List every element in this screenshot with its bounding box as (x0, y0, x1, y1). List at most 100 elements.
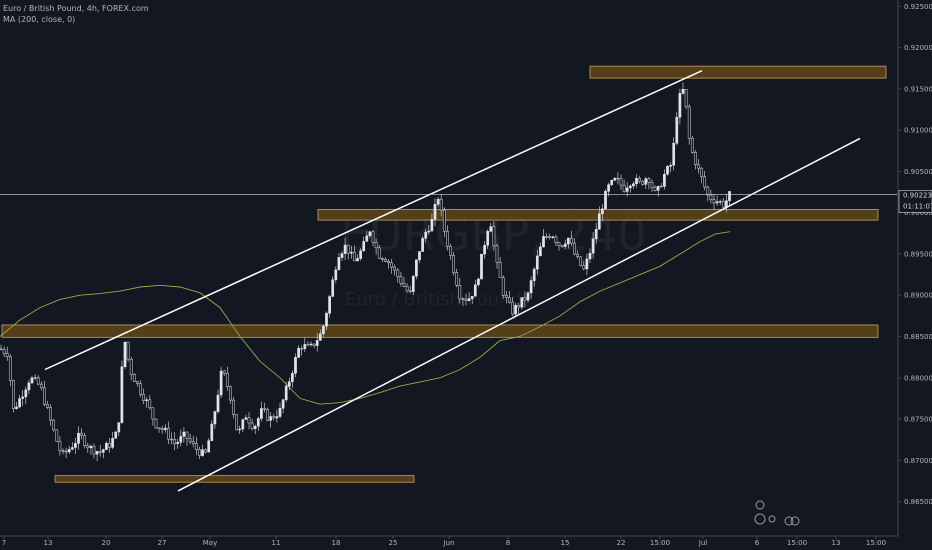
candle-body (368, 231, 372, 237)
candle-body (706, 186, 710, 196)
candle-body (371, 231, 375, 243)
candle-body (396, 269, 400, 277)
candle-body (517, 305, 521, 308)
candle-body (619, 178, 623, 186)
candle-body (504, 295, 508, 298)
candle-body (39, 383, 43, 389)
candle-body (715, 201, 719, 204)
candle-body (24, 389, 28, 398)
candle-body (597, 213, 601, 230)
candle-body (393, 266, 397, 271)
candle-body (644, 178, 648, 185)
candle-body (408, 290, 412, 292)
candle-body (247, 417, 251, 424)
candle-body (98, 451, 102, 453)
candle-body (315, 340, 319, 346)
candle-body (405, 286, 409, 292)
price-tick-label: 0.89000 (904, 292, 932, 300)
candle-body (55, 429, 59, 442)
candle-body (43, 387, 46, 405)
candle-body (446, 230, 449, 247)
candle-body (554, 236, 558, 243)
candle-body (207, 440, 211, 453)
candle-body (687, 106, 691, 139)
candle-body (219, 370, 223, 396)
price-axis[interactable]: 0.92500 0.92000 0.91500 0.91000 0.90500 0.900… (897, 0, 932, 536)
candle-body (402, 283, 406, 287)
candle-body (526, 292, 530, 301)
candle-body (185, 431, 189, 439)
candle-body (430, 219, 434, 232)
candle-body (523, 297, 527, 301)
candle-body (563, 243, 567, 247)
candle-body (216, 394, 220, 412)
candle-body (67, 448, 71, 453)
candle-body (477, 278, 480, 285)
candle-body (188, 438, 192, 442)
candle-body (551, 236, 555, 238)
event-marker-icon[interactable] (754, 513, 766, 525)
chart-title[interactable]: Euro / British Pound, 4h, FOREX.com (3, 4, 149, 13)
candle-body (337, 257, 341, 271)
candle-body (697, 164, 700, 169)
price-tick-label: 0.87500 (904, 416, 932, 424)
candle-body (591, 238, 595, 254)
candle-body (473, 284, 477, 297)
price-zone-rect (54, 475, 415, 483)
candle-body (718, 201, 722, 203)
time-tick-label: 8 (506, 539, 510, 547)
candle-body (253, 426, 257, 429)
current-price-label: 0.90223 01:11:07 (898, 190, 932, 213)
trendlines[interactable] (44, 70, 861, 492)
candle-body (594, 229, 598, 240)
ma-200-path (0, 231, 731, 405)
candle-body (213, 411, 217, 425)
candle-body (678, 93, 682, 118)
candle-body (179, 436, 183, 443)
event-marker-icon[interactable] (790, 516, 800, 526)
candle-body (12, 380, 15, 409)
candle-body (656, 185, 660, 191)
event-marker-icon[interactable] (784, 516, 794, 526)
time-tick-label: 22 (617, 539, 626, 547)
candle-body (427, 230, 431, 233)
candle-body (111, 438, 114, 448)
candle-body (387, 261, 390, 264)
candle-body (170, 438, 173, 441)
candle-body (105, 442, 108, 450)
candle-body (694, 152, 697, 165)
candle-body (458, 285, 462, 300)
candle-body (374, 242, 378, 249)
bar-countdown: 01:11:07 (903, 202, 932, 210)
time-tick-label: Jun (443, 539, 455, 547)
candle-body (27, 382, 31, 391)
candle-body (201, 449, 204, 456)
candle-body (449, 245, 452, 256)
candle-body (725, 200, 728, 208)
time-axis[interactable]: 7 13 20 27 May 11 18 25 Jun 8 15 22 15:00 Jul 6 15:00 13… (0, 535, 898, 547)
candle-body (721, 201, 725, 208)
price-tick-label: 0.91500 (904, 85, 932, 93)
candle-body (455, 272, 459, 286)
candle-body (573, 242, 576, 255)
indicator-legend[interactable]: MA (200, close, 0) (3, 15, 76, 24)
candle-body (176, 442, 180, 444)
candle-body (334, 269, 338, 281)
candle-body (241, 419, 245, 430)
candle-body (343, 244, 347, 254)
support-resistance-zones[interactable] (1, 65, 887, 483)
time-tick-label: May (203, 539, 217, 547)
candle-body (260, 408, 263, 419)
candle-body (535, 255, 539, 270)
event-marker-icon[interactable] (768, 515, 776, 523)
candle-body (638, 178, 641, 182)
candle-body (325, 312, 328, 327)
price-tick-label: 0.90500 (904, 168, 932, 176)
event-markers[interactable] (754, 500, 800, 526)
candle-body (452, 254, 455, 273)
event-marker-icon[interactable] (755, 500, 765, 510)
price-tick-label: 0.92000 (904, 44, 932, 52)
candle-body (154, 418, 158, 429)
candle-body (272, 416, 276, 419)
